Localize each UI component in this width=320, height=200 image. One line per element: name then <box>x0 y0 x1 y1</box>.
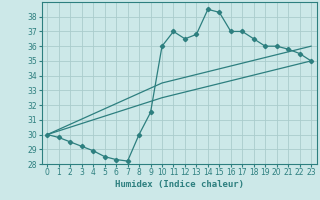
X-axis label: Humidex (Indice chaleur): Humidex (Indice chaleur) <box>115 180 244 189</box>
